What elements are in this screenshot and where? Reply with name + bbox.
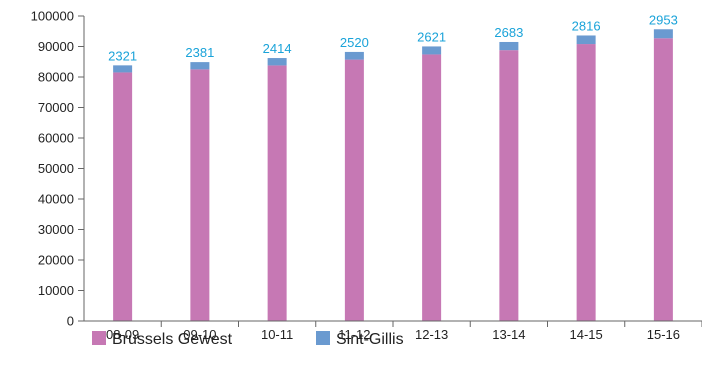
bar-sint-gillis xyxy=(653,29,673,39)
bar-brussels-gewest xyxy=(499,50,519,321)
bar-brussels-gewest xyxy=(267,65,287,321)
y-tick-label: 20000 xyxy=(38,253,74,268)
x-tick-label: 15-16 xyxy=(647,327,680,342)
data-label: 2683 xyxy=(494,25,523,40)
bar-sint-gillis xyxy=(267,58,287,66)
data-label: 2816 xyxy=(572,18,601,33)
legend: Brussels Gewest Sint-Gillis xyxy=(92,331,404,348)
y-axis-ticks: 0 10000 20000 30000 40000 50000 60000 70000 8000… xyxy=(31,9,84,329)
x-tick-label: 14-15 xyxy=(570,327,603,342)
legend-label-sint-gillis: Sint-Gillis xyxy=(336,331,404,348)
x-tick-label: 09-10 xyxy=(183,327,216,342)
y-tick-label: 60000 xyxy=(38,131,74,146)
data-label: 2321 xyxy=(108,48,137,63)
x-tick-label: 11-12 xyxy=(338,327,370,342)
data-labels-group: 2321 2381 2414 2520 2621 2683 2816 2953 xyxy=(108,12,678,63)
data-label: 2414 xyxy=(263,41,292,56)
bar-brussels-gewest xyxy=(653,38,673,321)
legend-label-brussels-gewest: Brussels Gewest xyxy=(112,331,233,348)
y-tick-label: 70000 xyxy=(38,100,74,115)
data-label: 2621 xyxy=(417,29,446,44)
bar-brussels-gewest xyxy=(576,44,596,322)
data-label: 2520 xyxy=(340,35,369,50)
x-tick-label: 10-11 xyxy=(261,327,293,342)
y-tick-label: 50000 xyxy=(38,161,74,176)
data-label: 2381 xyxy=(185,45,214,60)
bar-brussels-gewest xyxy=(190,69,210,321)
data-label: 2953 xyxy=(649,12,678,27)
bar-brussels-gewest xyxy=(344,59,364,322)
y-tick-label: 0 xyxy=(67,314,74,329)
y-tick-label: 100000 xyxy=(31,9,74,24)
bar-brussels-gewest xyxy=(113,72,133,321)
x-axis-ticks: 08-09 09-10 10-11 11-12 12-13 13-14 14-15 15-16 xyxy=(106,321,702,342)
bar-sint-gillis xyxy=(344,51,364,60)
y-tick-label: 90000 xyxy=(38,39,74,54)
y-tick-label: 10000 xyxy=(38,283,74,298)
y-tick-label: 30000 xyxy=(38,222,74,237)
bar-sint-gillis xyxy=(576,35,596,45)
y-tick-label: 80000 xyxy=(38,70,74,85)
x-tick-label: 12-13 xyxy=(415,327,448,342)
bar-sint-gillis xyxy=(113,65,133,73)
legend-swatch-brussels-gewest xyxy=(92,331,106,345)
bar-sint-gillis xyxy=(422,46,442,55)
bar-sint-gillis xyxy=(499,41,519,51)
x-tick-label: 08-09 xyxy=(106,327,139,342)
x-tick-label: 13-14 xyxy=(492,327,525,342)
legend-swatch-sint-gillis xyxy=(316,331,330,345)
bars-group xyxy=(113,29,673,322)
bar-brussels-gewest xyxy=(422,54,442,322)
y-tick-label: 40000 xyxy=(38,192,74,207)
bar-sint-gillis xyxy=(190,62,210,70)
